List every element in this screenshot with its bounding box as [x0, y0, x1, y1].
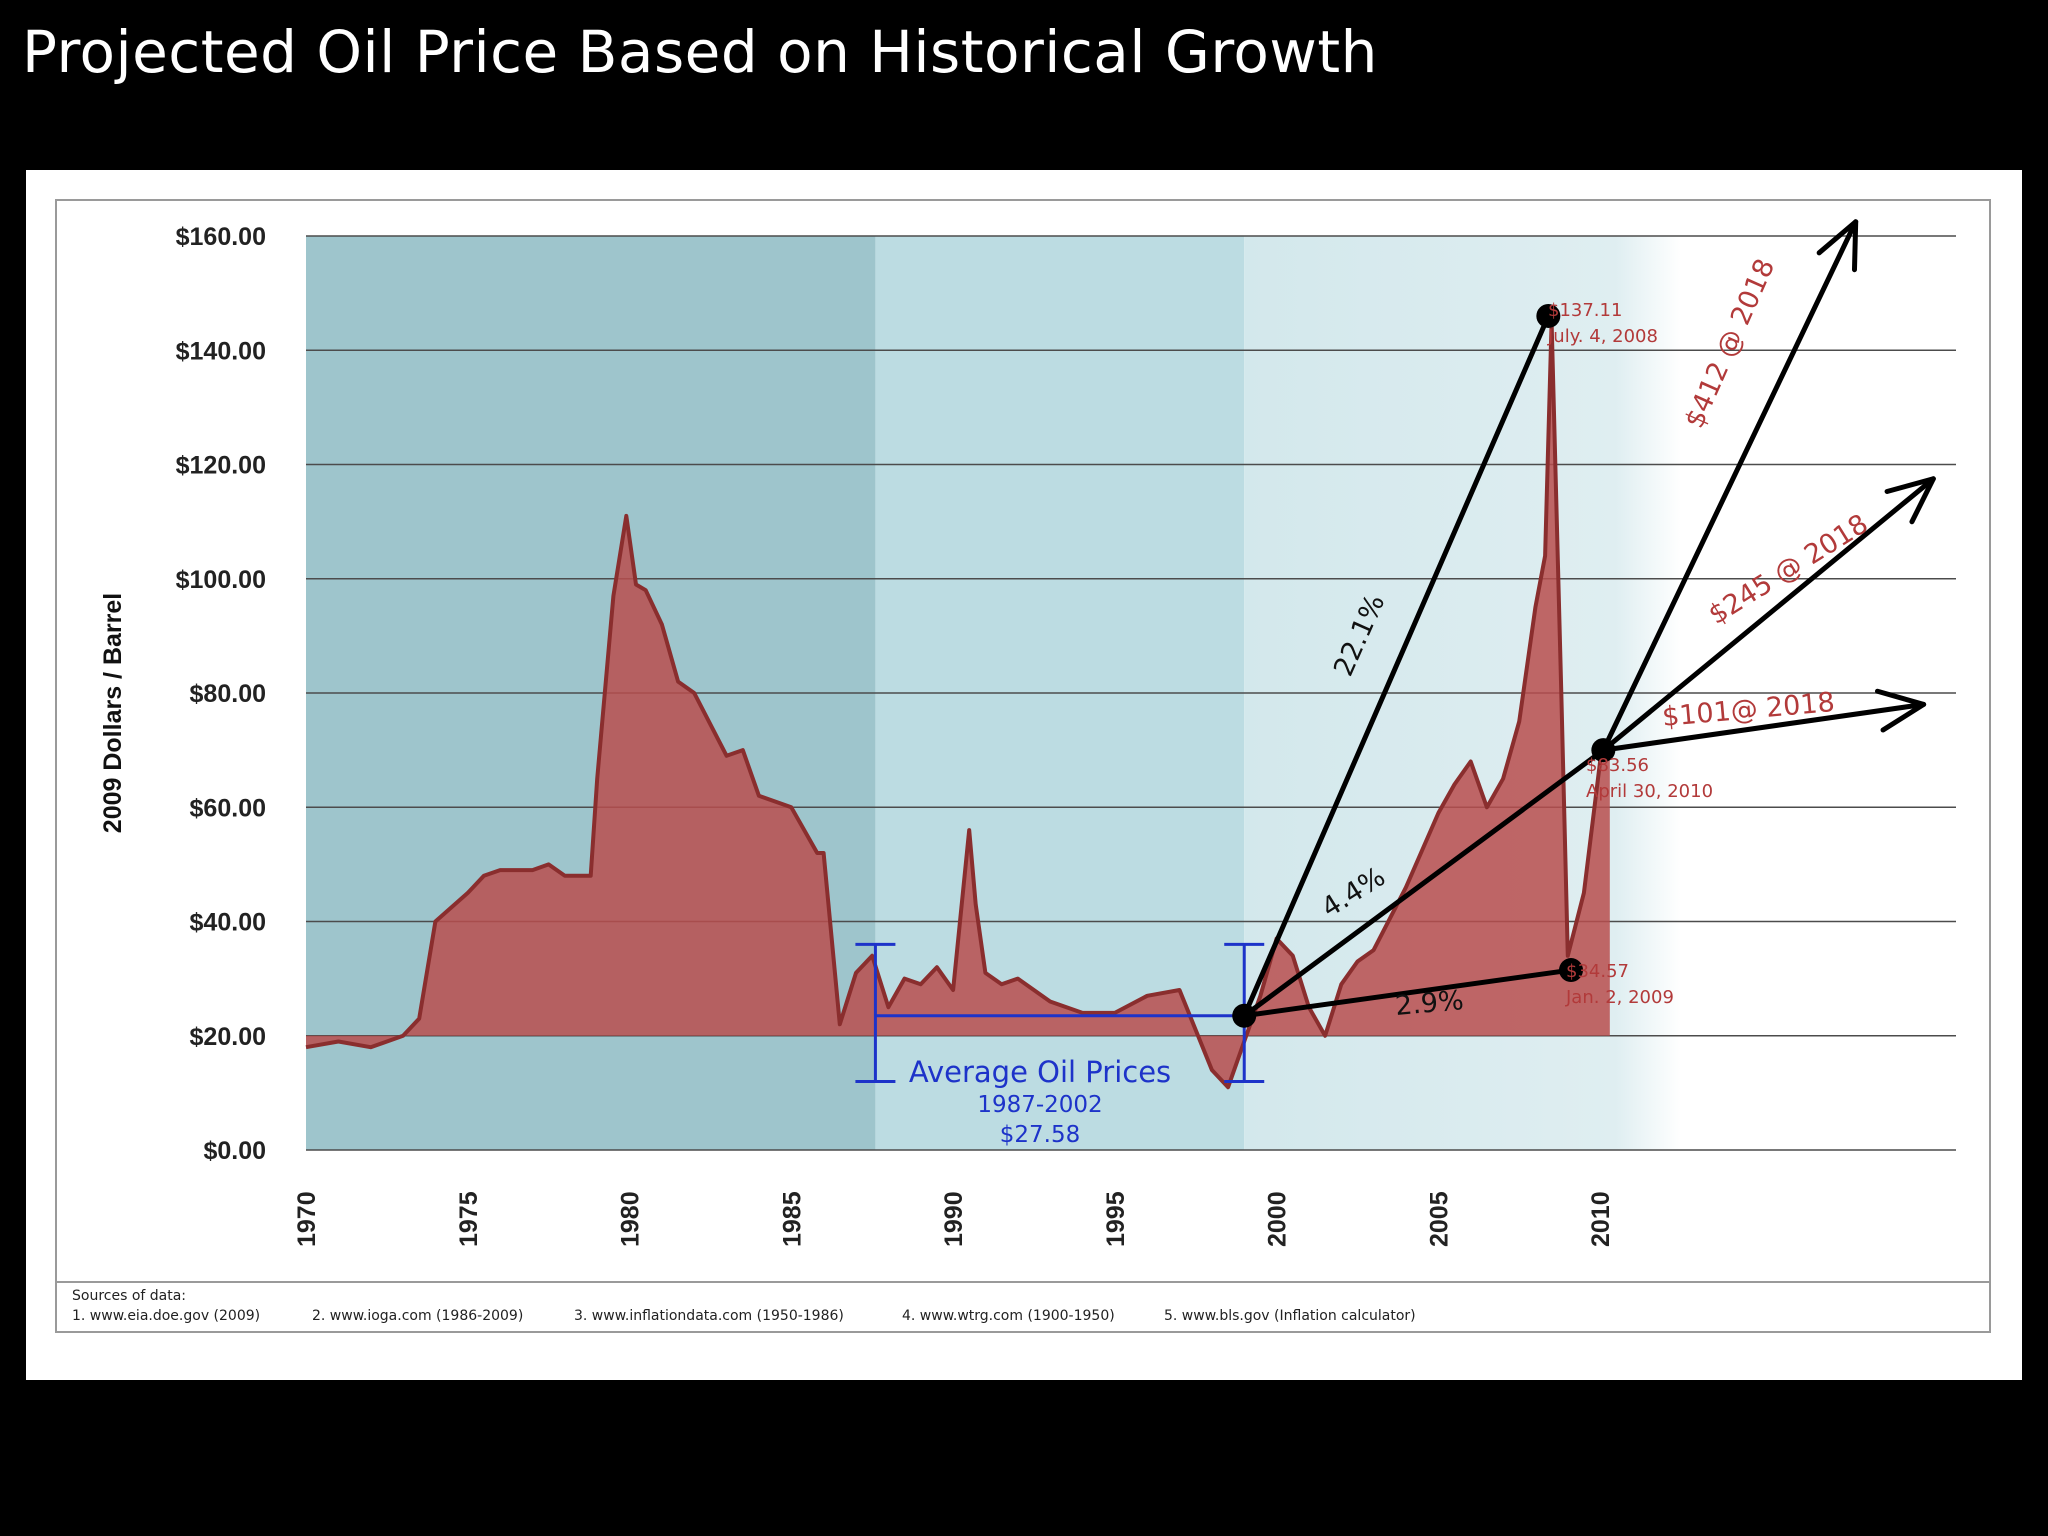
y-tick-label: $60.00 — [190, 794, 266, 822]
x-tick-label: 1990 — [940, 1191, 968, 1247]
x-tick-label: 1995 — [1102, 1191, 1130, 1247]
average-period: 1987-2002 — [977, 1092, 1102, 1118]
chart-card: $0.00 $20.00 $40.00 $60.00 $80.00 $100.00 $120… — [26, 170, 2022, 1380]
low-date-label: Jan. 2, 2009 — [1565, 987, 1674, 1008]
x-tick-label: 1985 — [778, 1191, 806, 1247]
y-tick-label: $160.00 — [176, 223, 266, 251]
origin-point — [1232, 1003, 1257, 1028]
y-tick-label: $120.00 — [176, 452, 266, 480]
source-5: 5. www.bls.gov (Inflation calculator) — [1164, 1308, 1416, 1324]
average-value: $27.58 — [1000, 1122, 1080, 1148]
low-point — [1559, 958, 1583, 983]
y-tick-label: $100.00 — [176, 566, 266, 594]
y-tick-label: $0.00 — [203, 1137, 266, 1165]
apr2010-value-label: $83.56 — [1586, 755, 1649, 776]
apr2010-date-label: April 30, 2010 — [1586, 781, 1713, 802]
average-title: Average Oil Prices — [909, 1055, 1171, 1089]
projection-arrow-high — [1600, 219, 1859, 753]
x-tick-labels: 1970 1975 1980 1985 1990 1995 2000 2005 2010 — [293, 1191, 1615, 1247]
apr2010-point — [1591, 738, 1616, 763]
y-tick-labels: $0.00 $20.00 $40.00 $60.00 $80.00 $100.00 $120… — [176, 223, 266, 1165]
y-axis-label: 2009 Dollars / Barrel — [99, 593, 127, 833]
projection-arrow-mid — [1600, 476, 1936, 753]
slide-title: Projected Oil Price Based on Historical … — [22, 18, 1378, 86]
projection-arrow-mid-arrowhead — [1884, 476, 1936, 525]
projection-arrow-high-arrowhead — [1816, 219, 1859, 273]
price-area — [305, 319, 1612, 1090]
source-1: 1. www.eia.doe.gov (2009) — [72, 1308, 260, 1324]
y-tick-label: $140.00 — [176, 337, 266, 365]
x-tick-label: 2010 — [1587, 1191, 1615, 1247]
peak-value-label: $137.11 — [1548, 300, 1622, 321]
low-value-label: $34.57 — [1566, 961, 1629, 982]
projection-lines — [1232, 219, 1936, 1028]
price-line — [305, 319, 1612, 1090]
x-tick-label: 2005 — [1425, 1191, 1453, 1247]
rate-low-label: 2.9% — [1394, 985, 1465, 1022]
peak-point — [1536, 303, 1561, 328]
growth-line-4pct — [1241, 747, 1606, 1019]
x-tick-label: 1970 — [293, 1191, 321, 1247]
y-tick-label: $20.00 — [190, 1023, 266, 1051]
growth-line-3pct — [1241, 967, 1574, 1019]
x-tick-label: 2000 — [1264, 1191, 1292, 1247]
x-tick-label: 1975 — [455, 1191, 483, 1247]
source-4: 4. www.wtrg.com (1900-1950) — [902, 1308, 1115, 1324]
price-fill — [306, 321, 1610, 1088]
growth-line-22pct — [1241, 313, 1551, 1019]
y-tick-label: $80.00 — [190, 680, 266, 708]
source-2: 2. www.ioga.com (1986-2009) — [312, 1308, 523, 1324]
source-3: 3. www.inflationdata.com (1950-1986) — [574, 1308, 844, 1324]
projection-arrow-low — [1600, 701, 1927, 753]
oil-price-chart: $0.00 $20.00 $40.00 $60.00 $80.00 $100.00 $120… — [55, 199, 1991, 1333]
peak-date-label: July. 4, 2008 — [1547, 326, 1658, 347]
y-tick-label: $40.00 — [190, 909, 266, 937]
x-tick-label: 1980 — [617, 1191, 645, 1247]
projection-arrow-low-arrowhead — [1874, 688, 1927, 733]
sources-heading: Sources of data: — [72, 1288, 186, 1304]
